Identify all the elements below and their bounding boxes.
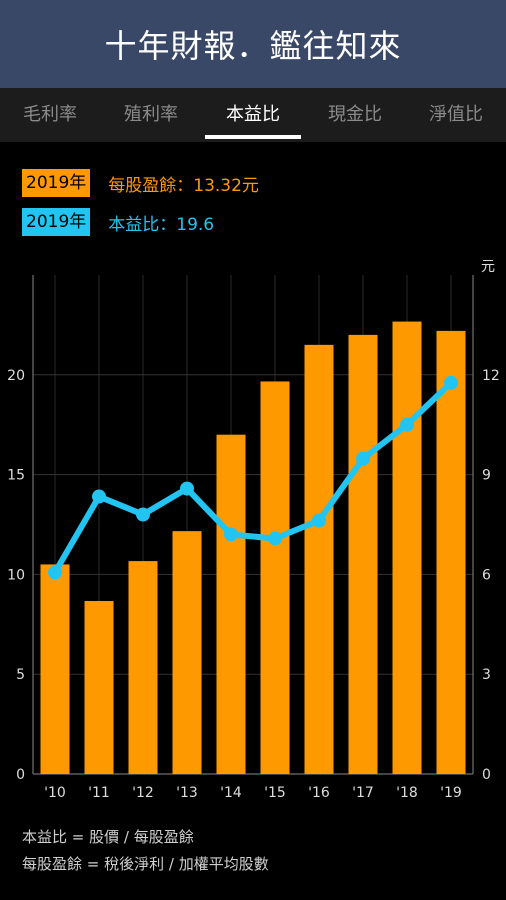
eps-bar [40, 564, 70, 774]
y-right-tick-label: 9 [482, 468, 491, 484]
x-tick-label: '10 [44, 785, 66, 801]
y-right-tick-label: 6 [482, 567, 491, 583]
pe-point [356, 451, 370, 466]
x-tick-label: '13 [176, 785, 198, 801]
pe-point [48, 565, 62, 580]
tab-pe-ratio[interactable]: 本益比 [226, 104, 280, 125]
tab-pb-ratio[interactable]: 淨值比 [429, 104, 483, 125]
y-left-tick-label: 20 [7, 368, 25, 384]
tab-cash-ratio[interactable]: 現金比 [328, 104, 382, 125]
y-right-tick-label: 12 [482, 368, 500, 384]
app-title: 十年財報．鑑往知來 [104, 27, 402, 65]
legend-pe: 2019年 本益比：19.6 [22, 207, 214, 237]
x-tick-label: '11 [88, 785, 110, 801]
y-left-tick-label: 10 [7, 567, 25, 583]
pe-point [180, 481, 194, 496]
y-right-tick-label: 3 [482, 667, 491, 683]
active-tab-indicator [205, 135, 301, 139]
x-tick-label: '18 [396, 785, 418, 801]
tab-dividend-yield[interactable]: 殖利率 [124, 104, 178, 125]
tab-bar: 毛利率 殖利率 本益比 現金比 淨值比 [0, 88, 506, 142]
pe-point [268, 531, 282, 546]
pe-legend-text: 本益比：19.6 [108, 214, 215, 235]
footnote-eps: 每股盈餘 = 稅後淨利 / 加權平均股數 [22, 855, 269, 873]
eps-year-badge: 2019年 [22, 169, 91, 197]
y-right-unit-label: 元 [481, 259, 495, 275]
legend-eps: 2019年 每股盈餘：13.32元 [22, 168, 259, 198]
eps-bar [216, 434, 246, 774]
x-tick-label: '12 [132, 785, 154, 801]
x-tick-label: '17 [352, 785, 374, 801]
pe-line [52, 379, 454, 576]
pe-point [444, 375, 458, 390]
y-left-tick-label: 5 [16, 667, 25, 683]
pe-point [92, 489, 106, 504]
app-header: 十年財報．鑑往知來 [0, 0, 506, 88]
eps-pe-chart: 0 5 10 15 20 0 3 6 9 12 元 '10 '11 '12 '13 '14 '15 '16 '17 '… [7, 259, 500, 801]
eps-bar [304, 344, 334, 774]
pe-year-badge: 2019年 [22, 208, 91, 236]
eps-bar [128, 561, 158, 774]
tab-gross-margin[interactable]: 毛利率 [23, 104, 77, 125]
x-tick-label: '14 [220, 785, 242, 801]
eps-bar [392, 321, 422, 774]
y-left-tick-label: 0 [16, 767, 25, 783]
pe-point [312, 513, 326, 528]
x-tick-label: '16 [308, 785, 330, 801]
eps-legend-text: 每股盈餘：13.32元 [108, 175, 259, 196]
footnote-pe: 本益比 = 股價 / 每股盈餘 [22, 828, 194, 846]
pe-point [400, 417, 414, 432]
y-right-tick-label: 0 [482, 767, 491, 783]
eps-bar [172, 531, 202, 774]
pe-point [136, 507, 150, 522]
eps-bar [84, 601, 114, 774]
x-tick-label: '15 [264, 785, 286, 801]
eps-bar [260, 381, 290, 774]
pe-point [224, 527, 238, 542]
y-left-tick-label: 15 [7, 468, 25, 484]
x-tick-label: '19 [440, 785, 462, 801]
eps-bar [348, 334, 378, 774]
eps-bar [436, 330, 466, 774]
